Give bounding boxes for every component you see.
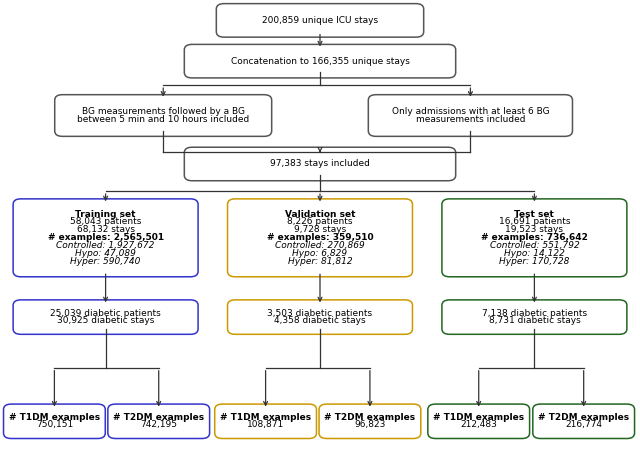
Text: Controlled: 270,869: Controlled: 270,869 bbox=[275, 241, 365, 250]
Text: 16,691 patients: 16,691 patients bbox=[499, 217, 570, 226]
Text: # T1DM examples: # T1DM examples bbox=[433, 414, 524, 422]
FancyBboxPatch shape bbox=[108, 404, 210, 439]
Text: Test set: Test set bbox=[515, 210, 554, 218]
Text: 3,503 diabetic patients: 3,503 diabetic patients bbox=[268, 309, 372, 318]
Text: measurements included: measurements included bbox=[415, 115, 525, 124]
Text: Hyper: 590,740: Hyper: 590,740 bbox=[70, 257, 141, 266]
Text: 25,039 diabetic patients: 25,039 diabetic patients bbox=[50, 309, 161, 318]
FancyBboxPatch shape bbox=[228, 300, 413, 334]
FancyBboxPatch shape bbox=[532, 404, 635, 439]
Text: 97,383 stays included: 97,383 stays included bbox=[270, 159, 370, 169]
Text: # T1DM examples: # T1DM examples bbox=[9, 414, 100, 422]
Text: 19,523 stays: 19,523 stays bbox=[506, 226, 563, 234]
FancyBboxPatch shape bbox=[369, 95, 573, 136]
Text: Hypo: 6,829: Hypo: 6,829 bbox=[292, 249, 348, 258]
FancyBboxPatch shape bbox=[13, 300, 198, 334]
FancyBboxPatch shape bbox=[55, 95, 272, 136]
Text: Hyper: 81,812: Hyper: 81,812 bbox=[288, 257, 352, 266]
Text: Controlled: 551,792: Controlled: 551,792 bbox=[490, 241, 579, 250]
FancyBboxPatch shape bbox=[228, 199, 413, 277]
FancyBboxPatch shape bbox=[13, 199, 198, 277]
Text: Controlled: 1,927,672: Controlled: 1,927,672 bbox=[56, 241, 155, 250]
Text: BG measurements followed by a BG: BG measurements followed by a BG bbox=[82, 107, 244, 116]
Text: 742,195: 742,195 bbox=[140, 420, 177, 429]
Text: # T2DM examples: # T2DM examples bbox=[538, 414, 629, 422]
FancyBboxPatch shape bbox=[442, 199, 627, 277]
FancyBboxPatch shape bbox=[216, 4, 424, 37]
Text: 8,731 diabetic stays: 8,731 diabetic stays bbox=[488, 316, 580, 325]
Text: Training set: Training set bbox=[76, 210, 136, 218]
FancyBboxPatch shape bbox=[184, 44, 456, 78]
Text: 9,728 stays: 9,728 stays bbox=[294, 226, 346, 234]
Text: 8,226 patients: 8,226 patients bbox=[287, 217, 353, 226]
FancyBboxPatch shape bbox=[4, 404, 105, 439]
Text: 216,774: 216,774 bbox=[565, 420, 602, 429]
Text: Hypo: 14,122: Hypo: 14,122 bbox=[504, 249, 565, 258]
Text: 212,483: 212,483 bbox=[460, 420, 497, 429]
FancyBboxPatch shape bbox=[428, 404, 530, 439]
Text: # examples: 736,642: # examples: 736,642 bbox=[481, 233, 588, 242]
Text: Hypo: 47,089: Hypo: 47,089 bbox=[75, 249, 136, 258]
FancyBboxPatch shape bbox=[319, 404, 421, 439]
Text: 68,132 stays: 68,132 stays bbox=[77, 226, 134, 234]
Text: Validation set: Validation set bbox=[285, 210, 355, 218]
FancyBboxPatch shape bbox=[184, 147, 456, 181]
Text: 4,358 diabetic stays: 4,358 diabetic stays bbox=[274, 316, 366, 325]
FancyBboxPatch shape bbox=[442, 300, 627, 334]
Text: # examples: 359,510: # examples: 359,510 bbox=[267, 233, 373, 242]
Text: Concatenation to 166,355 unique stays: Concatenation to 166,355 unique stays bbox=[230, 57, 410, 66]
Text: between 5 min and 10 hours included: between 5 min and 10 hours included bbox=[77, 115, 250, 124]
Text: # T2DM examples: # T2DM examples bbox=[113, 414, 204, 422]
FancyBboxPatch shape bbox=[214, 404, 316, 439]
Text: Hyper: 170,728: Hyper: 170,728 bbox=[499, 257, 570, 266]
Text: Only admissions with at least 6 BG: Only admissions with at least 6 BG bbox=[392, 107, 549, 116]
Text: # examples: 2,565,501: # examples: 2,565,501 bbox=[47, 233, 164, 242]
Text: 200,859 unique ICU stays: 200,859 unique ICU stays bbox=[262, 16, 378, 25]
Text: 30,925 diabetic stays: 30,925 diabetic stays bbox=[57, 316, 154, 325]
Text: 108,871: 108,871 bbox=[247, 420, 284, 429]
Text: # T1DM examples: # T1DM examples bbox=[220, 414, 311, 422]
Text: 96,823: 96,823 bbox=[354, 420, 386, 429]
Text: 750,151: 750,151 bbox=[36, 420, 73, 429]
Text: 7,138 diabetic patients: 7,138 diabetic patients bbox=[482, 309, 587, 318]
Text: 58,043 patients: 58,043 patients bbox=[70, 217, 141, 226]
Text: # T2DM examples: # T2DM examples bbox=[324, 414, 415, 422]
